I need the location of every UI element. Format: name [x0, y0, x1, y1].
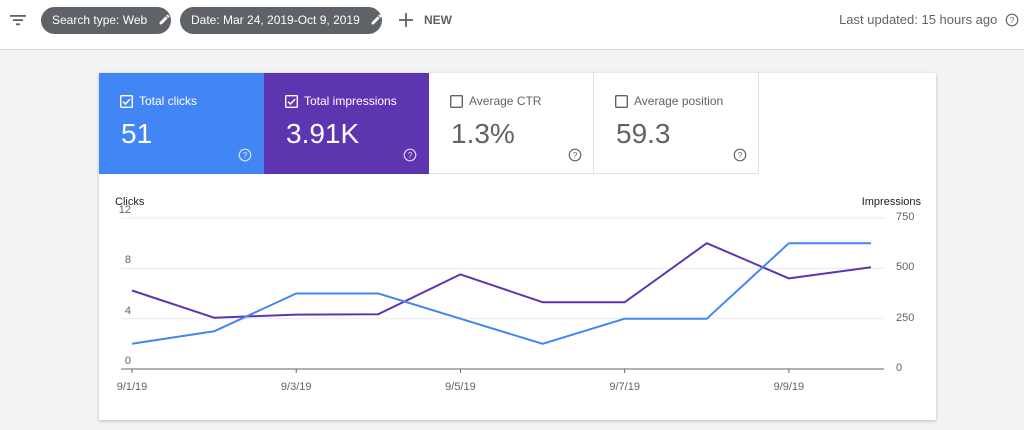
left-axis-title: Clicks — [115, 196, 145, 208]
date-range-chip[interactable]: Date: Mar 24, 2019-Oct 9, 2019 — [180, 7, 382, 34]
checkbox-checked-icon[interactable] — [120, 95, 133, 108]
help-icon[interactable]: ? — [238, 148, 252, 162]
help-icon[interactable]: ? — [1005, 13, 1019, 27]
svg-text:?: ? — [408, 150, 413, 160]
metric-value: 51 — [121, 118, 153, 149]
left-y-tick-label: 8 — [124, 254, 131, 267]
x-tick-label: 9/5/19 — [445, 381, 476, 393]
checkbox-unchecked-icon[interactable] — [615, 95, 628, 108]
metric-label: Total impressions — [304, 94, 397, 108]
checkbox-checked-icon[interactable] — [285, 95, 298, 108]
svg-text:?: ? — [1010, 15, 1015, 25]
x-tick-label: 9/9/19 — [773, 381, 805, 393]
last-updated-text: Last updated: 15 hours ago — [839, 12, 998, 27]
series-line-impressions — [131, 242, 872, 319]
metric-value: 1.3% — [451, 118, 515, 149]
chart-plot-area — [121, 217, 884, 373]
right-y-tick-label: 250 — [896, 311, 915, 324]
left-y-tick-label: 0 — [124, 355, 131, 367]
x-tick-label: 9/1/19 — [116, 381, 148, 393]
x-tick-label: 9/7/19 — [609, 381, 640, 393]
metric-label: Average CTR — [469, 94, 542, 108]
metric-tile-average-ctr[interactable]: Average CTR 1.3% ? — [429, 73, 594, 174]
metric-tile-average-position[interactable]: Average position 59.3 ? — [594, 73, 759, 174]
performance-chart: Clicks Impressions 0 4 8 12 0 250 500 750 9/1/19… — [99, 174, 936, 420]
x-tick-label: 9/3/19 — [280, 381, 312, 393]
new-filter-button[interactable]: NEW — [398, 10, 452, 30]
right-y-tick-label: 500 — [896, 261, 915, 274]
right-y-tick-label: 0 — [896, 362, 903, 374]
metric-label: Total clicks — [139, 94, 198, 108]
right-y-tick-label: 750 — [896, 211, 915, 223]
left-y-tick-label: 4 — [124, 304, 131, 317]
help-icon[interactable]: ? — [568, 148, 582, 162]
plus-icon — [399, 12, 413, 27]
help-icon[interactable]: ? — [733, 148, 747, 162]
last-updated: Last updated: 15 hours ago ? — [839, 10, 1019, 30]
metric-value: 59.3 — [616, 118, 671, 149]
checkbox-unchecked-icon[interactable] — [450, 95, 463, 108]
edit-pencil-icon — [159, 14, 169, 25]
svg-text:?: ? — [738, 150, 743, 160]
search-type-chip-label: Search type: Web — [52, 13, 148, 27]
metric-tiles: Total clicks 51 ? Total impressions 3.91… — [99, 73, 759, 174]
filter-list-icon[interactable] — [8, 10, 28, 30]
metric-label: Average position — [634, 94, 724, 108]
metric-value: 3.91K — [286, 118, 360, 149]
edit-pencil-icon — [371, 14, 382, 25]
svg-text:?: ? — [243, 150, 248, 160]
search-type-chip[interactable]: Search type: Web — [41, 7, 171, 34]
right-axis-title: Impressions — [861, 196, 921, 208]
top-toolbar: Search type: Web Date: Mar 24, 2019-Oct … — [0, 0, 1024, 50]
metric-tile-total-clicks[interactable]: Total clicks 51 ? — [99, 73, 264, 174]
performance-card: Total clicks 51 ? Total impressions 3.91… — [99, 73, 936, 420]
metric-tile-total-impressions[interactable]: Total impressions 3.91K ? — [264, 73, 429, 174]
new-filter-label: NEW — [424, 13, 452, 27]
series-line-clicks — [131, 242, 871, 345]
svg-text:?: ? — [573, 150, 578, 160]
left-y-tick-label: 12 — [118, 204, 131, 216]
help-icon[interactable]: ? — [403, 148, 417, 162]
date-range-chip-label: Date: Mar 24, 2019-Oct 9, 2019 — [191, 13, 360, 27]
